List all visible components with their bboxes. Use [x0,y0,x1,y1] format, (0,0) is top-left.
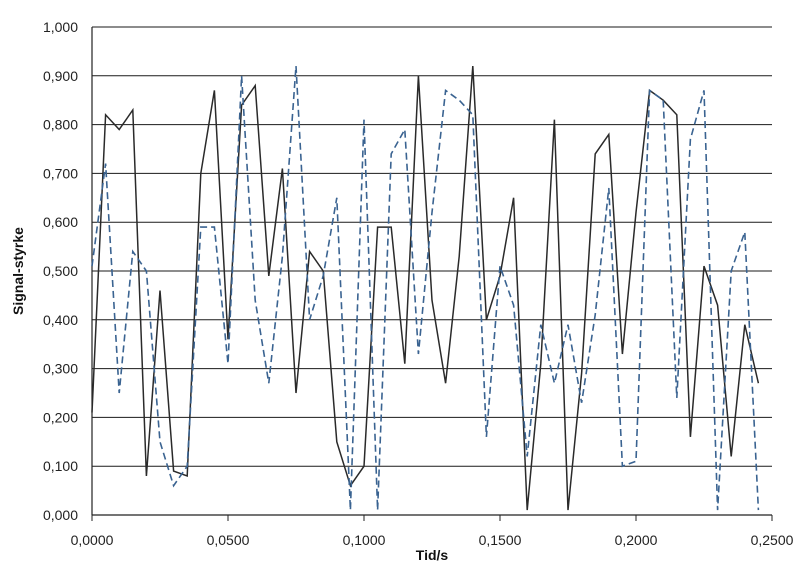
y-tick-label: 0,000 [43,507,78,523]
x-tick-label: 0,1500 [479,532,522,548]
series-line-solid [91,65,760,511]
y-tick-label: 0,700 [43,165,78,181]
x-tick-label: 0,1000 [343,532,386,548]
x-tick-label: 0,0000 [71,532,114,548]
y-tick-label: 0,400 [43,312,78,328]
gridlines [92,26,772,467]
y-tick-label: 0,100 [43,458,78,474]
y-tick-label: 0,600 [43,214,78,230]
y-tick-label: 0,300 [43,361,78,377]
y-tick-label: 0,800 [43,117,78,133]
series-line-dashed [91,65,760,511]
y-tick-label: 0,900 [43,68,78,84]
y-tick-label: 0,200 [43,409,78,425]
y-axis-tick-labels: 0,000 0,100 0,200 0,300 0,400 0,500 0,600 0,700… [43,19,78,523]
series-layer [91,65,760,511]
x-axis-tick-labels: 0,0000 0,0500 0,1000 0,1500 0,2000 0,2500 [71,515,794,548]
x-tick-label: 0,2000 [615,532,658,548]
x-axis-title: Tid/s [416,547,449,563]
x-tick-label: 0,0500 [207,532,250,548]
y-axis-title: Signal-styrke [10,227,26,315]
x-tick-label: 0,2500 [751,532,794,548]
y-tick-label: 1,000 [43,19,78,35]
y-tick-label: 0,500 [43,263,78,279]
